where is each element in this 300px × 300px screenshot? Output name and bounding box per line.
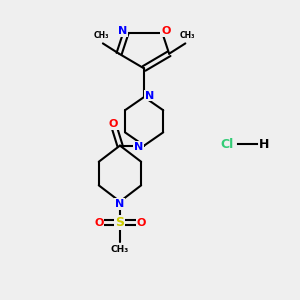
Text: N: N bbox=[118, 26, 127, 36]
Text: N: N bbox=[115, 199, 124, 209]
Text: O: O bbox=[161, 26, 171, 36]
Text: N: N bbox=[134, 142, 143, 152]
Text: O: O bbox=[94, 218, 104, 228]
Text: O: O bbox=[136, 218, 146, 228]
Text: H: H bbox=[259, 138, 269, 151]
Text: CH₃: CH₃ bbox=[111, 245, 129, 254]
Text: CH₃: CH₃ bbox=[179, 31, 195, 40]
Text: CH₃: CH₃ bbox=[93, 31, 109, 40]
Text: N: N bbox=[145, 91, 154, 100]
Text: O: O bbox=[109, 119, 118, 129]
Text: S: S bbox=[116, 216, 124, 229]
Text: Cl: Cl bbox=[220, 138, 233, 151]
